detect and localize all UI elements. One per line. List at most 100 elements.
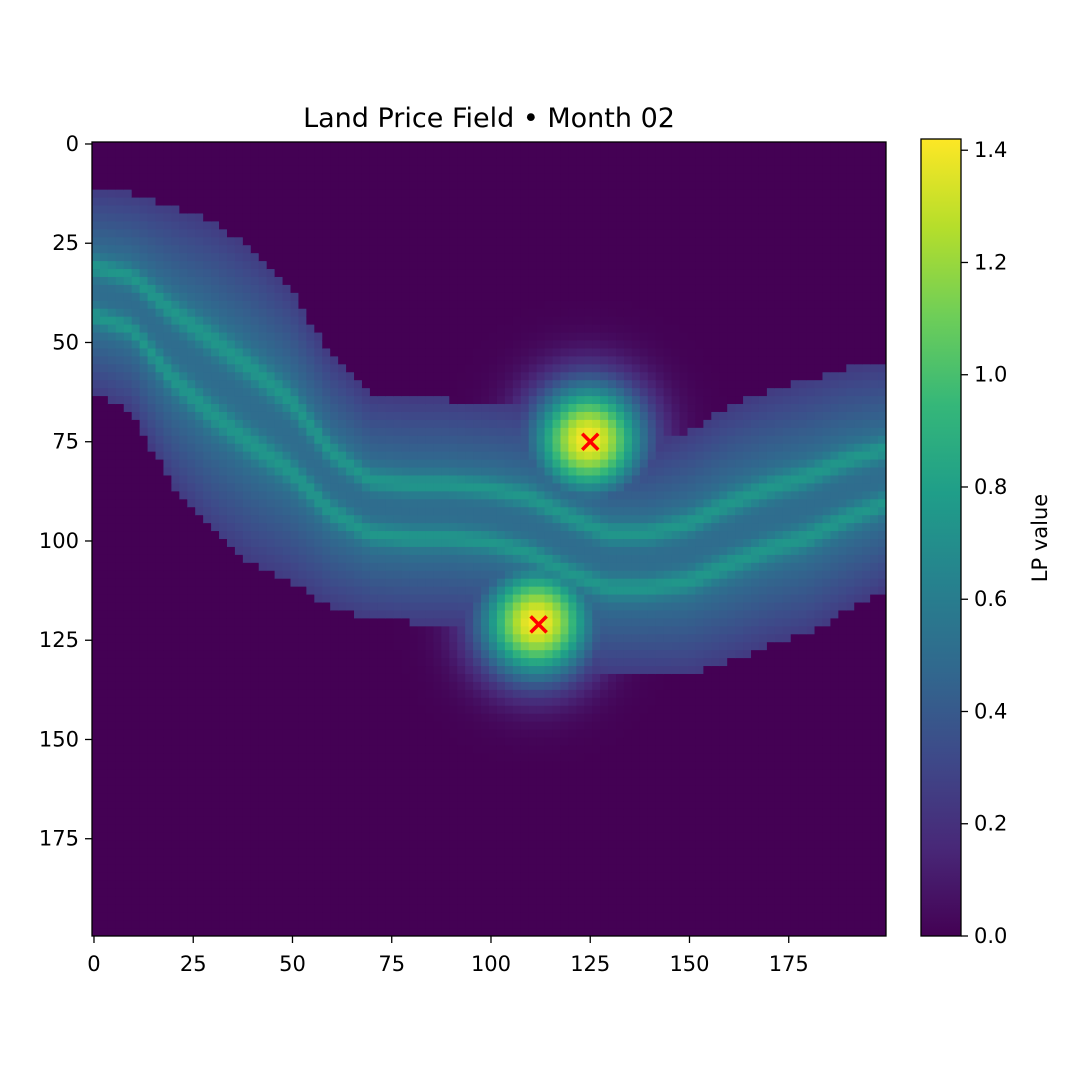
heatmap-cell <box>203 483 212 492</box>
heatmap-cell <box>123 443 133 453</box>
heatmap-cell <box>433 269 442 278</box>
heatmap-cell <box>290 499 300 508</box>
heatmap-cell <box>147 912 157 921</box>
heatmap-cell <box>179 856 188 866</box>
heatmap-cell <box>226 777 236 786</box>
heatmap-cell <box>322 610 331 619</box>
heatmap-cell <box>187 554 196 564</box>
heatmap-cell <box>298 912 307 921</box>
heatmap-cell <box>377 761 387 770</box>
heatmap-cell <box>258 189 268 199</box>
heatmap-cell <box>441 316 450 326</box>
heatmap-cell <box>187 713 196 723</box>
heatmap-cell <box>338 197 347 207</box>
heatmap-cell <box>298 372 307 381</box>
heatmap-cell <box>139 832 149 842</box>
heatmap-cell <box>433 689 442 699</box>
heatmap-cell <box>131 793 141 802</box>
heatmap-cell <box>258 602 268 612</box>
heatmap-cell <box>433 451 442 461</box>
heatmap-cell <box>465 912 474 921</box>
heatmap-cell <box>465 507 474 516</box>
heatmap-cell <box>226 181 236 191</box>
heatmap-cell <box>250 801 260 810</box>
heatmap-cell <box>99 928 109 936</box>
heatmap-cell <box>409 523 419 532</box>
heatmap-cell <box>361 284 371 294</box>
heatmap-cell <box>473 618 482 627</box>
heatmap-cell <box>354 443 363 453</box>
heatmap-cell <box>385 769 395 778</box>
heatmap-cell <box>147 142 157 151</box>
heatmap-cell <box>338 142 347 151</box>
heatmap-cell <box>242 888 252 897</box>
heatmap-cell <box>417 213 427 222</box>
heatmap-cell <box>115 864 125 874</box>
heatmap-cell <box>457 539 466 548</box>
heatmap-cell <box>465 785 474 794</box>
heatmap-cell <box>338 435 347 445</box>
heatmap-cell <box>393 610 403 619</box>
heatmap-cell <box>338 658 347 667</box>
heatmap-cell <box>234 594 244 604</box>
heatmap-cell <box>330 880 339 889</box>
heatmap-cell <box>123 658 133 667</box>
heatmap-cell <box>314 658 323 667</box>
heatmap-cell <box>425 205 435 215</box>
heatmap-cell <box>92 626 101 635</box>
heatmap-cell <box>338 372 347 381</box>
heatmap-cell <box>401 610 411 619</box>
heatmap-cell <box>258 245 268 254</box>
heatmap-cell <box>115 904 125 913</box>
heatmap-cell <box>441 681 450 691</box>
heatmap-cell <box>354 340 363 350</box>
heatmap-cell <box>457 515 466 524</box>
heatmap-cell <box>211 435 220 445</box>
heatmap-cell <box>211 848 220 858</box>
heatmap-cell <box>274 737 284 747</box>
heatmap-cell <box>147 642 157 651</box>
heatmap-cell <box>393 459 403 469</box>
heatmap-cell <box>417 324 427 334</box>
heatmap-cell <box>266 689 276 699</box>
heatmap-cell <box>107 284 117 294</box>
heatmap-cell <box>211 269 220 278</box>
heatmap-cell <box>155 793 165 802</box>
heatmap-cell <box>425 213 435 222</box>
heatmap-cell <box>250 284 260 294</box>
heatmap-cell <box>457 816 466 826</box>
heatmap-cell <box>441 721 450 731</box>
heatmap-cell <box>147 396 157 405</box>
heatmap-cell <box>314 808 323 818</box>
heatmap-cell <box>346 197 355 207</box>
heatmap-cell <box>107 737 117 747</box>
heatmap-cell <box>401 666 411 675</box>
heatmap-cell <box>131 356 141 365</box>
heatmap-cell <box>147 848 157 858</box>
heatmap-cell <box>322 626 331 635</box>
heatmap-cell <box>473 308 482 318</box>
heatmap-cell <box>179 372 188 381</box>
heatmap-cell <box>226 848 236 858</box>
heatmap-cell <box>92 419 101 429</box>
heatmap-cell <box>234 753 244 762</box>
heatmap-cell <box>266 546 276 556</box>
heatmap-cell <box>409 705 419 715</box>
heatmap-cell <box>219 459 228 469</box>
heatmap-cell <box>385 721 395 731</box>
heatmap-cell <box>369 149 379 159</box>
heatmap-cell <box>99 483 109 492</box>
heatmap-cell <box>393 427 403 437</box>
heatmap-cell <box>187 594 196 604</box>
heatmap-cell <box>409 221 419 230</box>
heatmap-cell <box>155 197 165 207</box>
heatmap-cell <box>234 658 244 667</box>
heatmap-cell <box>417 149 427 159</box>
heatmap-cell <box>99 808 109 818</box>
heatmap-cell <box>449 721 458 731</box>
heatmap-cell <box>131 904 141 913</box>
heatmap-cell <box>441 269 450 278</box>
heatmap-cell <box>115 427 125 437</box>
heatmap-cell <box>338 642 347 651</box>
heatmap-cell <box>203 546 212 556</box>
